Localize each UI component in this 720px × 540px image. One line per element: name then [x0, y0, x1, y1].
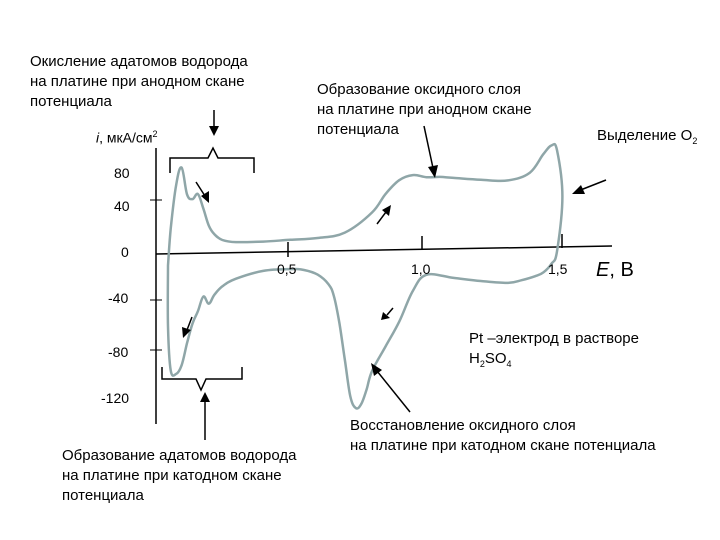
arrow-head — [200, 392, 210, 402]
y-tick-label: 80 — [114, 165, 130, 181]
arrow-head — [572, 185, 585, 194]
x-axis-label: E, В — [596, 259, 634, 281]
annotation-h-adsorption: Образование адатомов водорода на платине… — [62, 447, 297, 504]
series-line — [166, 142, 564, 410]
x-tick-label: 1,0 — [411, 261, 431, 277]
y-tick-label: -120 — [101, 390, 130, 406]
x-axis — [155, 245, 613, 255]
arrow-sweep-4 — [186, 316, 193, 331]
x-tick-label: 0,5 — [277, 261, 297, 277]
arrow-sweep-1 — [195, 181, 206, 197]
annotation-electrode: Pt –электрод в растворе H2SO4 — [469, 330, 639, 369]
annotation-oxide-formation: Образование оксидного слоя на платине пр… — [317, 81, 532, 138]
arrow-head — [381, 312, 390, 320]
arrow-oxide-reduction — [376, 370, 411, 413]
y-tick-label: -80 — [108, 344, 129, 360]
y-tick-label: 0 — [121, 244, 129, 260]
annotation-oxide-reduction: Восстановление оксидного слоя на платине… — [350, 417, 656, 454]
y-tick-label: -40 — [108, 290, 129, 306]
arrow-head — [428, 165, 438, 178]
arrow-head — [201, 191, 209, 203]
x-tick-label: 1,5 — [548, 261, 568, 277]
arrow-head — [382, 205, 391, 216]
arrow-head — [182, 327, 191, 338]
bottom-bracket — [161, 367, 243, 392]
arrow-head — [209, 126, 219, 136]
y-tick-label: 40 — [114, 198, 130, 214]
y-axis-label: i, мкА/см2 — [96, 129, 158, 146]
top-bracket — [169, 146, 255, 173]
arrow-oxide-formation — [423, 125, 434, 169]
annotation-oxygen: Выделение O2 — [597, 127, 698, 146]
arrow-sweep-3 — [386, 307, 394, 316]
annotation-h-oxidation: Окисление адатомов водорода на платине п… — [30, 53, 248, 110]
arrow-head — [371, 363, 382, 376]
arrow-sweep-2 — [376, 211, 387, 225]
